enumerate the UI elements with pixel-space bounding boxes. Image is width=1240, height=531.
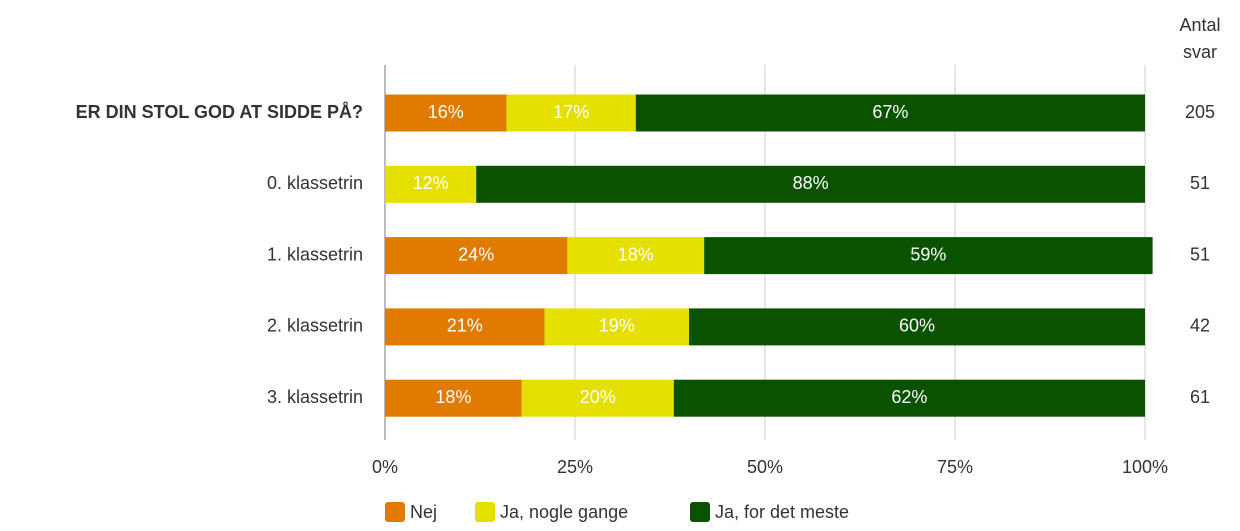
value-label: 19% xyxy=(599,316,635,336)
count-label: 61 xyxy=(1190,387,1210,407)
category-label: ER DIN STOL GOD AT SIDDE PÅ? xyxy=(76,102,363,122)
legend-label: Nej xyxy=(410,502,437,522)
value-label: 18% xyxy=(618,244,654,264)
value-label: 60% xyxy=(899,316,935,336)
value-label: 59% xyxy=(910,244,946,264)
value-label: 18% xyxy=(435,387,471,407)
value-label: 12% xyxy=(413,173,449,193)
value-label: 67% xyxy=(872,102,908,122)
x-tick-label: 25% xyxy=(557,457,593,477)
count-label: 42 xyxy=(1190,316,1210,336)
x-tick-label: 0% xyxy=(372,457,398,477)
bar-segment xyxy=(673,379,1145,417)
counts-title: Antal svar xyxy=(1179,15,1221,62)
legend-label: Ja, for det meste xyxy=(715,502,849,522)
bar-segment xyxy=(567,237,705,275)
category-label: 3. klassetrin xyxy=(267,387,363,407)
x-tick-label: 75% xyxy=(937,457,973,477)
legend-label: Ja, nogle gange xyxy=(500,502,628,522)
bar-segment xyxy=(385,379,522,417)
value-label: 20% xyxy=(580,387,616,407)
count-label: 51 xyxy=(1190,244,1210,264)
x-tick-label: 100% xyxy=(1122,457,1168,477)
count-label: 51 xyxy=(1190,173,1210,193)
x-tick-label: 50% xyxy=(747,457,783,477)
legend-swatch xyxy=(385,502,405,522)
category-label: 2. klassetrin xyxy=(267,316,363,336)
legend-swatch xyxy=(475,502,495,522)
value-label: 88% xyxy=(793,173,829,193)
bar-segment xyxy=(506,94,636,132)
bar-segment xyxy=(689,308,1145,346)
value-label: 21% xyxy=(447,316,483,336)
bar-segment xyxy=(385,308,545,346)
legend-swatch xyxy=(690,502,710,522)
bar-segment xyxy=(385,94,507,132)
value-label: 17% xyxy=(553,102,589,122)
bar-segment xyxy=(476,165,1145,203)
category-label: 1. klassetrin xyxy=(267,244,363,264)
bar-segment xyxy=(544,308,689,346)
bar-segment xyxy=(521,379,674,417)
value-label: 24% xyxy=(458,244,494,264)
category-label: 0. klassetrin xyxy=(267,173,363,193)
bar-segment xyxy=(385,237,568,275)
value-label: 16% xyxy=(428,102,464,122)
bar-segment xyxy=(635,94,1145,132)
bar-segment xyxy=(385,165,477,203)
bar-segment xyxy=(704,237,1153,275)
count-label: 205 xyxy=(1185,102,1215,122)
value-label: 62% xyxy=(891,387,927,407)
